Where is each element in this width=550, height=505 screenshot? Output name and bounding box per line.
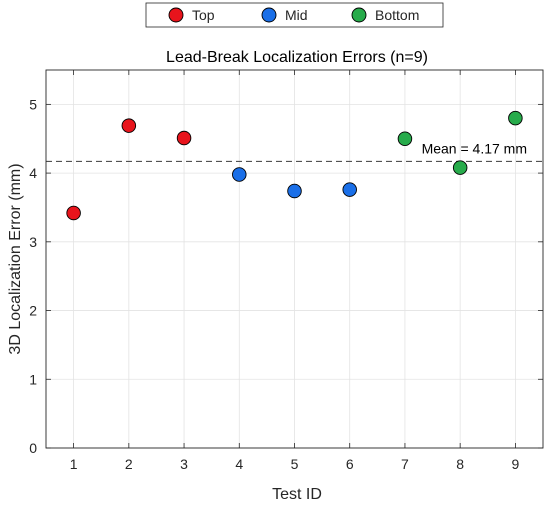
mean-label: Mean = 4.17 mm [422,140,527,156]
x-tick-label: 9 [511,456,519,472]
y-tick-label: 2 [29,303,37,319]
x-tick-label: 8 [456,456,464,472]
y-tick-label: 1 [29,371,37,387]
legend-entry-bottom: Bottom [351,7,419,23]
data-point-mid [287,183,302,199]
x-tick-label: 6 [346,456,354,472]
data-point-top [176,130,192,146]
x-tick-label: 2 [125,456,133,472]
legend-marker-top [168,7,184,23]
data-point-bottom [397,131,413,146]
data-point-bottom [452,160,468,175]
legend-label-bottom: Bottom [375,7,419,23]
legend-entry-mid: Mid [261,7,308,23]
data-points [66,110,523,221]
x-tick-label: 5 [291,456,299,472]
data-point-mid [232,167,247,182]
y-tick-label: 4 [29,165,37,181]
chart-title: Lead-Break Localization Errors (n=9) [166,49,428,66]
axis-ticks: 1 2 3 4 5 6 7 8 9 0 1 2 3 4 5 [29,70,543,472]
legend-box [145,2,444,28]
y-tick-label: 3 [29,234,37,250]
legend-label-top: Top [192,7,215,23]
legend-marker-bottom [351,7,367,23]
legend: Top Mid Bottom [145,2,444,28]
x-tick-label: 1 [70,456,78,472]
y-tick-label: 0 [29,440,37,456]
legend-marker-mid [261,7,277,23]
y-axis-label: 3D Localization Error (mm) [7,163,24,354]
data-point-top [121,118,137,133]
legend-label-mid: Mid [285,7,308,23]
x-axis-label: Test ID [272,486,322,503]
data-point-top [66,205,81,221]
x-tick-label: 3 [180,456,188,472]
x-tick-label: 7 [401,456,409,472]
legend-entry-top: Top [168,7,215,23]
x-tick-label: 4 [235,456,243,472]
data-point-bottom [508,110,523,126]
y-tick-label: 5 [29,96,37,112]
data-point-mid [342,182,357,197]
